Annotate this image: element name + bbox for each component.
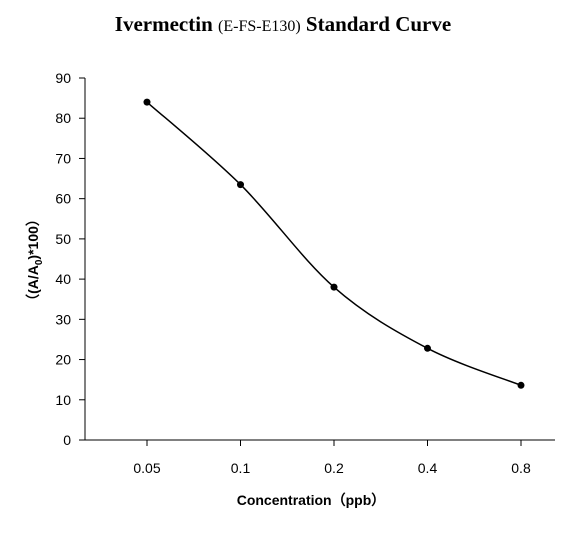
x-axis-title: Concentration（ppb）: [237, 492, 386, 508]
chart-title-main: Ivermectin: [114, 12, 219, 36]
data-point: [237, 181, 244, 189]
data-point: [424, 344, 431, 352]
x-tick-label: 0.8: [511, 460, 531, 476]
y-tick-label: 60: [55, 191, 71, 207]
chart-title-code: (E-FS-E130): [218, 18, 301, 35]
y-tick-label: 90: [55, 70, 71, 86]
data-point: [330, 283, 338, 291]
chart-title: Ivermectin (E-FS-E130) Standard Curve: [0, 12, 566, 37]
y-ticks: 0 10 20 30 40 50 60 70 80 90: [55, 70, 85, 448]
series-line: [146, 101, 522, 386]
x-tick-label: 0.4: [418, 460, 438, 476]
x-tick-label: 0.1: [231, 460, 251, 476]
x-ticks: 0.05 0.1 0.2 0.4 0.8: [133, 440, 531, 476]
y-tick-label: 70: [55, 150, 71, 166]
y-tick-label: 30: [55, 311, 71, 327]
data-point: [143, 98, 151, 106]
x-tick-label: 0.2: [324, 460, 344, 476]
chart-title-suffix: Standard Curve: [300, 12, 452, 36]
y-tick-label: 0: [63, 432, 71, 448]
axes: [84, 78, 555, 441]
y-tick-label: 80: [55, 110, 71, 126]
y-tick-label: 20: [55, 352, 71, 368]
y-tick-label: 50: [55, 231, 71, 247]
data-point: [517, 381, 525, 389]
series-points: [143, 98, 525, 389]
x-tick-label: 0.05: [133, 460, 160, 476]
y-tick-label: 40: [55, 271, 71, 287]
y-axis-title: （(A/A0)*100）: [25, 212, 45, 308]
y-tick-label: 10: [55, 392, 71, 408]
